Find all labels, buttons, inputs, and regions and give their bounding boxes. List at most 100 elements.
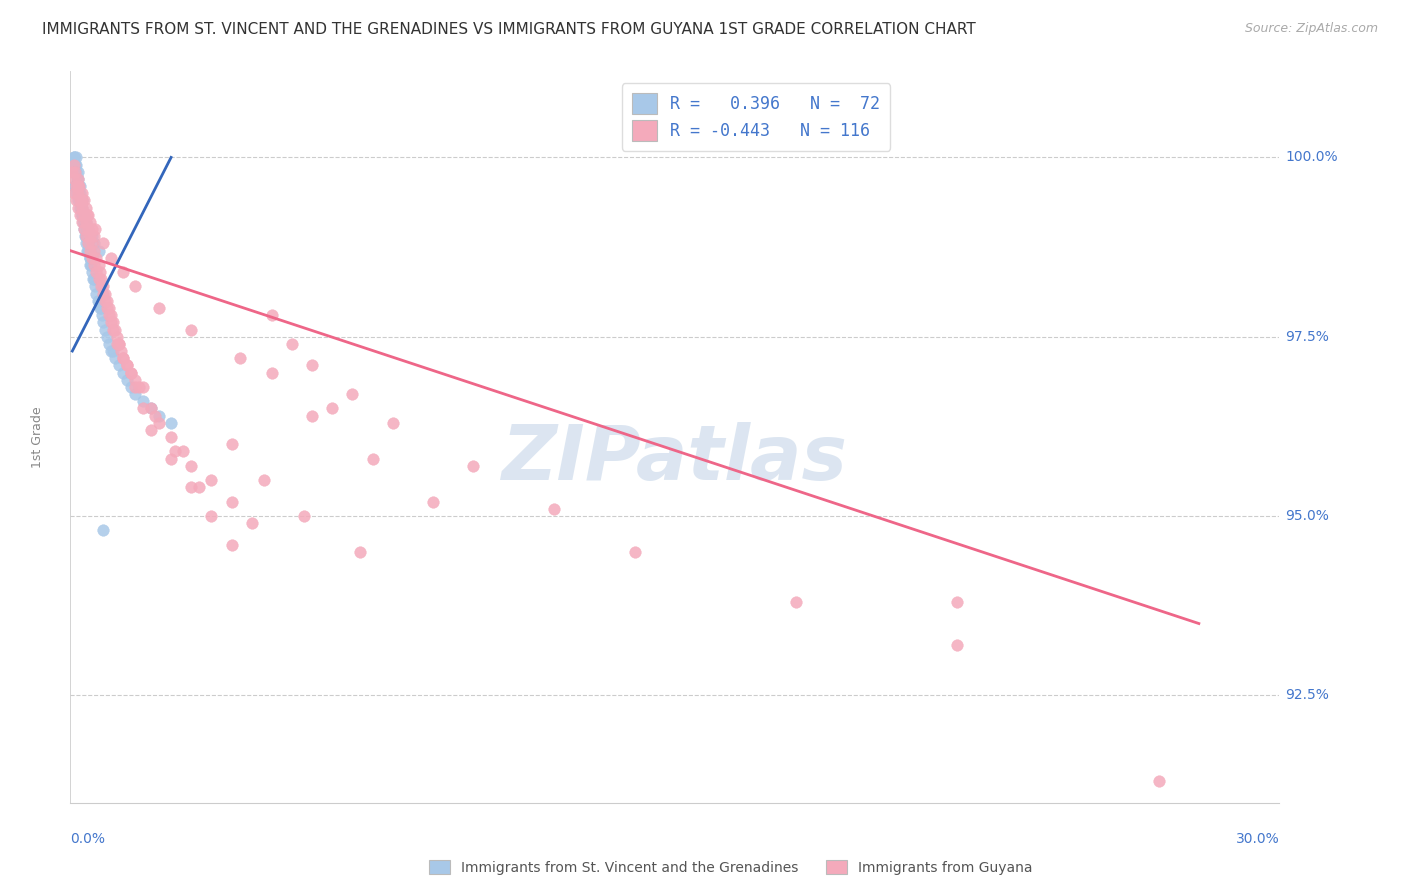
Point <box>63 179 86 194</box>
Text: Source: ZipAtlas.com: Source: ZipAtlas.com <box>1244 22 1378 36</box>
Point <box>69 194 91 208</box>
Point <box>87 244 110 258</box>
Point <box>139 401 162 416</box>
Point <box>115 359 138 373</box>
Point <box>946 638 969 652</box>
Point <box>301 359 323 373</box>
Point <box>79 229 101 244</box>
Text: 95.0%: 95.0% <box>1285 509 1330 523</box>
Point <box>292 508 315 523</box>
Point <box>422 494 444 508</box>
Point <box>93 286 115 301</box>
Point <box>67 194 90 208</box>
Point <box>946 595 969 609</box>
Point <box>63 150 86 164</box>
Point <box>200 473 222 487</box>
Point <box>80 222 103 236</box>
Point <box>66 165 89 179</box>
Point <box>148 301 170 315</box>
Point <box>69 179 91 194</box>
Point <box>70 186 93 201</box>
Point <box>82 229 104 244</box>
Point <box>543 501 565 516</box>
Point <box>132 401 155 416</box>
Point <box>80 258 103 272</box>
Point <box>73 215 96 229</box>
Point <box>160 416 183 430</box>
Point <box>73 208 96 222</box>
Point <box>79 258 101 272</box>
Point <box>128 380 150 394</box>
Point <box>67 186 90 201</box>
Point <box>111 351 134 366</box>
Point <box>260 366 283 380</box>
Point <box>104 322 127 336</box>
Point <box>107 359 129 373</box>
Point <box>65 158 87 172</box>
Point <box>67 172 90 186</box>
Point <box>72 208 94 222</box>
Point <box>132 394 155 409</box>
Point <box>87 258 110 272</box>
Point <box>349 545 371 559</box>
Point <box>93 236 115 251</box>
Text: 97.5%: 97.5% <box>1285 330 1330 343</box>
Point <box>281 336 304 351</box>
Point <box>100 315 122 329</box>
Point <box>143 409 166 423</box>
Point <box>180 322 202 336</box>
Point <box>93 293 115 308</box>
Point <box>69 186 91 201</box>
Point <box>82 236 104 251</box>
Point <box>139 423 162 437</box>
Point <box>120 380 142 394</box>
Point <box>66 172 89 186</box>
Point <box>120 366 142 380</box>
Point <box>65 186 87 201</box>
Text: 30.0%: 30.0% <box>1236 832 1279 846</box>
Point <box>73 222 96 236</box>
Point <box>60 158 83 172</box>
Point <box>221 538 243 552</box>
Point <box>90 272 111 286</box>
Point <box>79 251 101 265</box>
Point <box>76 208 98 222</box>
Point <box>82 265 104 279</box>
Point <box>124 380 146 394</box>
Point <box>77 244 100 258</box>
Point <box>115 373 138 387</box>
Point <box>75 229 97 244</box>
Point <box>124 387 146 401</box>
Point <box>342 387 364 401</box>
Point <box>160 451 183 466</box>
Point <box>110 344 132 359</box>
Point <box>221 494 243 508</box>
Point <box>76 208 98 222</box>
Point <box>87 293 110 308</box>
Point <box>463 458 485 473</box>
Point <box>105 329 128 343</box>
Point <box>79 244 101 258</box>
Point <box>86 265 108 279</box>
Point <box>70 194 93 208</box>
Point <box>83 244 105 258</box>
Point <box>120 366 142 380</box>
Text: 0.0%: 0.0% <box>70 832 105 846</box>
Point <box>96 293 118 308</box>
Point <box>91 286 114 301</box>
Point <box>91 524 114 538</box>
Point <box>86 251 108 265</box>
Point <box>75 215 97 229</box>
Point <box>72 194 94 208</box>
Point <box>66 172 89 186</box>
Point <box>67 179 90 194</box>
Point <box>90 301 111 315</box>
Point <box>381 416 404 430</box>
Point <box>180 458 202 473</box>
Point <box>83 272 105 286</box>
Point <box>69 208 91 222</box>
Point <box>75 201 97 215</box>
Point <box>77 222 100 236</box>
Point <box>221 437 243 451</box>
Point <box>107 336 129 351</box>
